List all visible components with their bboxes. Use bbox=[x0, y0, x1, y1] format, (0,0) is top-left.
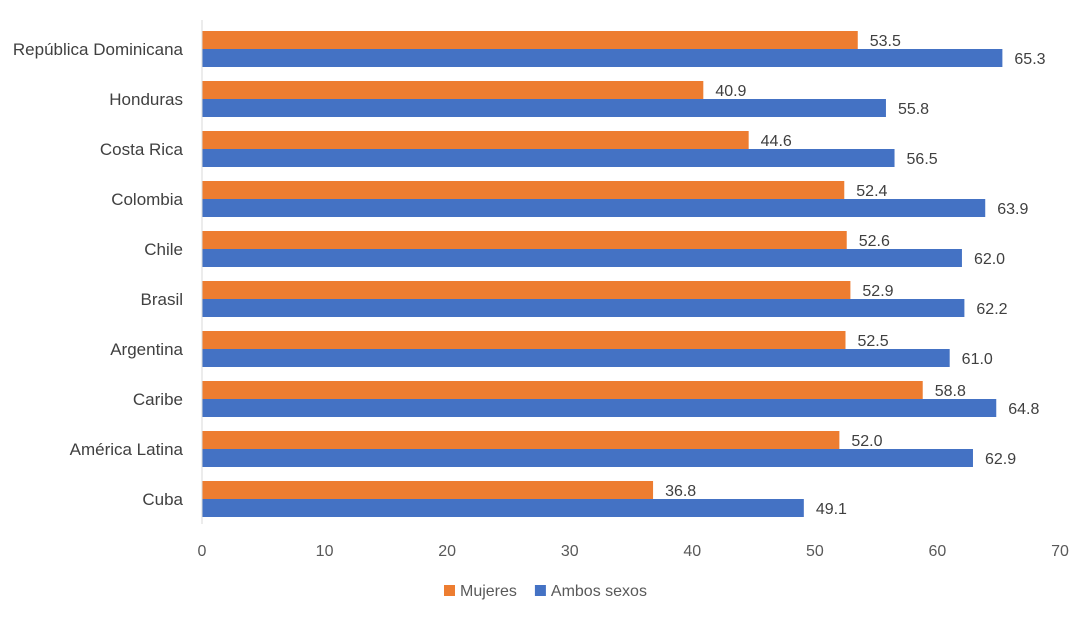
data-label: 55.8 bbox=[898, 101, 929, 118]
bar-mujeres bbox=[202, 231, 847, 249]
data-label: 52.4 bbox=[856, 183, 887, 200]
category-label: Colombia bbox=[111, 190, 183, 209]
data-label: 52.9 bbox=[862, 283, 893, 300]
data-label: 52.0 bbox=[851, 433, 882, 450]
bars-group: 53.5 65.3 40.9 55.8 44.6 56.5 52.4 63.9 52.6 62.0… bbox=[202, 31, 1046, 518]
data-label: 65.3 bbox=[1014, 51, 1045, 68]
bar-ambos-sexos bbox=[202, 499, 804, 517]
data-label: 56.5 bbox=[907, 151, 938, 168]
legend-label: Mujeres bbox=[460, 583, 517, 600]
bar-mujeres bbox=[202, 331, 846, 349]
category-label: Caribe bbox=[133, 390, 183, 409]
data-label: 49.1 bbox=[816, 501, 847, 518]
legend-swatch-mujeres bbox=[444, 585, 455, 596]
category-label: América Latina bbox=[70, 440, 184, 459]
legend-swatch-ambos-sexos bbox=[534, 585, 546, 596]
data-label: 58.8 bbox=[935, 383, 966, 400]
x-tick-label: 50 bbox=[806, 543, 824, 560]
data-label: 36.8 bbox=[665, 483, 696, 500]
category-label: Cuba bbox=[142, 490, 183, 509]
bar-ambos-sexos bbox=[202, 349, 950, 367]
bar-mujeres bbox=[202, 131, 749, 149]
x-tick-label: 70 bbox=[1051, 543, 1069, 560]
bar-ambos-sexos bbox=[202, 149, 895, 167]
category-label: Argentina bbox=[110, 340, 183, 359]
category-label: Chile bbox=[144, 240, 183, 259]
x-tick-label: 0 bbox=[198, 543, 207, 560]
bar-mujeres bbox=[202, 281, 851, 299]
x-tick-label: 30 bbox=[561, 543, 579, 560]
bar-ambos-sexos bbox=[202, 299, 965, 317]
bar-mujeres bbox=[202, 81, 704, 99]
axis-group: República Dominicana Honduras Costa Rica Co… bbox=[13, 20, 1069, 560]
bar-mujeres bbox=[202, 481, 654, 499]
category-label: Costa Rica bbox=[100, 140, 184, 159]
x-tick-label: 40 bbox=[683, 543, 701, 560]
data-label: 52.5 bbox=[858, 333, 889, 350]
category-label: República Dominicana bbox=[13, 40, 184, 59]
data-label: 44.6 bbox=[761, 133, 792, 150]
data-label: 52.6 bbox=[859, 233, 890, 250]
bar-ambos-sexos bbox=[202, 399, 997, 417]
x-tick-label: 60 bbox=[929, 543, 947, 560]
data-label: 64.8 bbox=[1008, 401, 1039, 418]
bar-mujeres bbox=[202, 431, 840, 449]
data-label: 62.2 bbox=[976, 301, 1007, 318]
x-tick-label: 20 bbox=[438, 543, 456, 560]
data-label: 61.0 bbox=[962, 351, 993, 368]
bar-ambos-sexos bbox=[202, 49, 1003, 67]
bar-ambos-sexos bbox=[202, 249, 962, 267]
data-label: 62.0 bbox=[974, 251, 1005, 268]
bar-mujeres bbox=[202, 181, 845, 199]
data-label: 62.9 bbox=[985, 451, 1016, 468]
bar-ambos-sexos bbox=[202, 99, 886, 117]
category-label: Brasil bbox=[140, 290, 183, 309]
legend-label: Ambos sexos bbox=[551, 583, 647, 600]
bar-ambos-sexos bbox=[202, 449, 973, 467]
bar-mujeres bbox=[202, 31, 858, 49]
bar-ambos-sexos bbox=[202, 199, 986, 217]
x-tick-label: 10 bbox=[316, 543, 334, 560]
data-label: 53.5 bbox=[870, 33, 901, 50]
data-label: 40.9 bbox=[715, 83, 746, 100]
legend: Mujeres Ambos sexos bbox=[444, 583, 647, 600]
bar-mujeres bbox=[202, 381, 923, 399]
data-label: 63.9 bbox=[997, 201, 1028, 218]
category-label: Honduras bbox=[109, 90, 183, 109]
